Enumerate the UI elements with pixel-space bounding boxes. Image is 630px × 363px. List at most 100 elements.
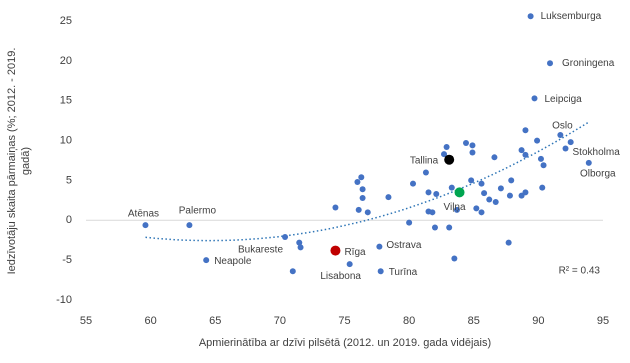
point: [354, 179, 361, 186]
y-tick-label: -10: [56, 294, 72, 306]
point: [539, 184, 546, 191]
point: [451, 255, 458, 262]
x-axis-label: Apmierinātība ar dzīvi pilsētā (2012. un…: [199, 337, 491, 349]
point: [468, 177, 475, 184]
point: [429, 209, 436, 216]
point-label: Viļņa: [444, 202, 466, 213]
point: [330, 245, 341, 256]
point: [454, 187, 465, 198]
point: [540, 162, 547, 169]
point-label: Atēnas: [128, 209, 159, 220]
point: [491, 154, 498, 161]
point: [332, 204, 339, 211]
point: [585, 159, 592, 166]
y-tick-label: 10: [60, 134, 72, 146]
point-label: Luksemburga: [541, 11, 602, 22]
point: [557, 131, 564, 138]
point-label: Oslo: [552, 121, 573, 132]
x-tick-label: 75: [338, 315, 350, 327]
point: [486, 196, 493, 203]
point: [282, 234, 289, 241]
point-label: Neapole: [214, 256, 252, 267]
point: [446, 224, 453, 231]
point-label: Palermo: [179, 206, 217, 217]
point-label: Lisabona: [320, 271, 361, 282]
point: [492, 198, 499, 205]
point-label: Turīna: [389, 267, 418, 278]
x-tick-label: 70: [274, 315, 286, 327]
point: [358, 174, 365, 181]
point-label: Groningena: [562, 58, 615, 69]
point: [355, 206, 362, 213]
x-tick-label: 65: [209, 315, 221, 327]
point: [410, 180, 417, 187]
y-axis-label: gadā): [20, 147, 32, 175]
point: [448, 184, 455, 191]
point-label: Olborga: [580, 169, 616, 180]
point: [431, 224, 438, 231]
point: [506, 192, 513, 199]
point: [462, 139, 469, 146]
point-label: Tallina: [410, 155, 439, 166]
point: [296, 239, 303, 246]
point: [443, 143, 450, 150]
point: [425, 189, 432, 196]
x-tick-label: 60: [145, 315, 157, 327]
point: [376, 243, 383, 250]
point: [522, 151, 529, 158]
point: [518, 147, 525, 154]
point: [359, 194, 366, 201]
point: [508, 177, 515, 184]
y-tick-label: -5: [62, 254, 72, 266]
trendline: [145, 121, 590, 242]
x-tick-label: 85: [468, 315, 480, 327]
point: [364, 209, 371, 216]
point: [547, 60, 554, 67]
point: [497, 185, 504, 192]
point: [203, 257, 210, 264]
y-tick-label: 15: [60, 95, 72, 107]
point: [142, 222, 149, 229]
point: [537, 155, 544, 162]
point: [473, 205, 480, 212]
point: [289, 268, 296, 275]
point-label: Rīga: [344, 247, 366, 258]
r2-label: R² = 0.43: [559, 266, 601, 277]
point: [444, 154, 455, 165]
x-tick-label: 95: [597, 315, 609, 327]
point: [567, 139, 574, 146]
y-tick-label: 0: [66, 214, 72, 226]
point: [453, 206, 460, 213]
y-axis-label: Iedzīvotāju skaita pārmaiņas (%; 2012. -…: [6, 48, 18, 275]
y-tick-label: 20: [60, 55, 72, 67]
point: [297, 244, 304, 251]
point: [534, 137, 541, 144]
point-label: Stokholma: [573, 147, 621, 158]
point: [531, 95, 538, 102]
point: [478, 180, 485, 187]
point: [346, 261, 353, 268]
point: [478, 209, 485, 216]
point: [522, 189, 529, 196]
point: [522, 127, 529, 134]
point-label: Bukareste: [238, 245, 283, 256]
y-tick-label: 5: [66, 174, 72, 186]
point: [359, 186, 366, 193]
y-tick-label: 25: [60, 15, 72, 27]
point: [433, 190, 440, 197]
point-label: Ostrava: [386, 240, 421, 251]
point: [377, 268, 384, 275]
point: [406, 219, 413, 226]
point: [469, 142, 476, 149]
point: [527, 13, 534, 20]
point: [481, 190, 488, 197]
point-label: Leipciga: [544, 94, 582, 105]
point: [505, 239, 512, 246]
point: [186, 222, 193, 229]
x-tick-label: 55: [80, 315, 92, 327]
x-tick-label: 90: [532, 315, 544, 327]
point: [441, 151, 448, 158]
point: [562, 145, 569, 152]
point: [385, 194, 392, 201]
